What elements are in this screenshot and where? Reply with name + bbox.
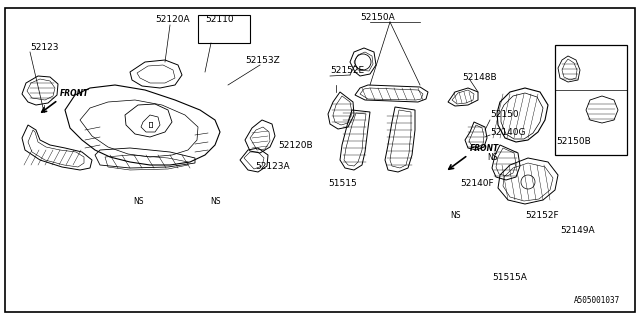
Bar: [198, 15, 250, 43]
Text: 52140G: 52140G: [490, 128, 525, 137]
Text: 52123: 52123: [30, 43, 58, 52]
Text: NS: NS: [450, 211, 460, 220]
Text: FRONT: FRONT: [60, 89, 89, 98]
Text: 52152F: 52152F: [525, 211, 559, 220]
Text: 52120B: 52120B: [278, 141, 312, 150]
Text: 52150B: 52150B: [556, 137, 591, 146]
Text: A505001037: A505001037: [573, 296, 620, 305]
Text: 51515A: 51515A: [492, 273, 527, 282]
Text: NS: NS: [210, 196, 220, 205]
Text: 52150: 52150: [490, 110, 518, 119]
Text: FRONT: FRONT: [470, 144, 499, 153]
Text: 52152E: 52152E: [330, 66, 364, 75]
Text: NS: NS: [487, 153, 497, 162]
Text: 52148B: 52148B: [462, 73, 497, 82]
Text: 52120A: 52120A: [155, 15, 189, 24]
Text: NS: NS: [132, 196, 143, 205]
Text: 52150A: 52150A: [360, 13, 395, 22]
Text: 52140F: 52140F: [460, 179, 493, 188]
Text: 52149A: 52149A: [560, 226, 595, 235]
Text: 52153Z: 52153Z: [245, 56, 280, 65]
Text: 52110: 52110: [205, 15, 234, 24]
Text: 52123A: 52123A: [255, 162, 290, 171]
Bar: [555, 45, 627, 155]
Text: 51515: 51515: [328, 179, 356, 188]
